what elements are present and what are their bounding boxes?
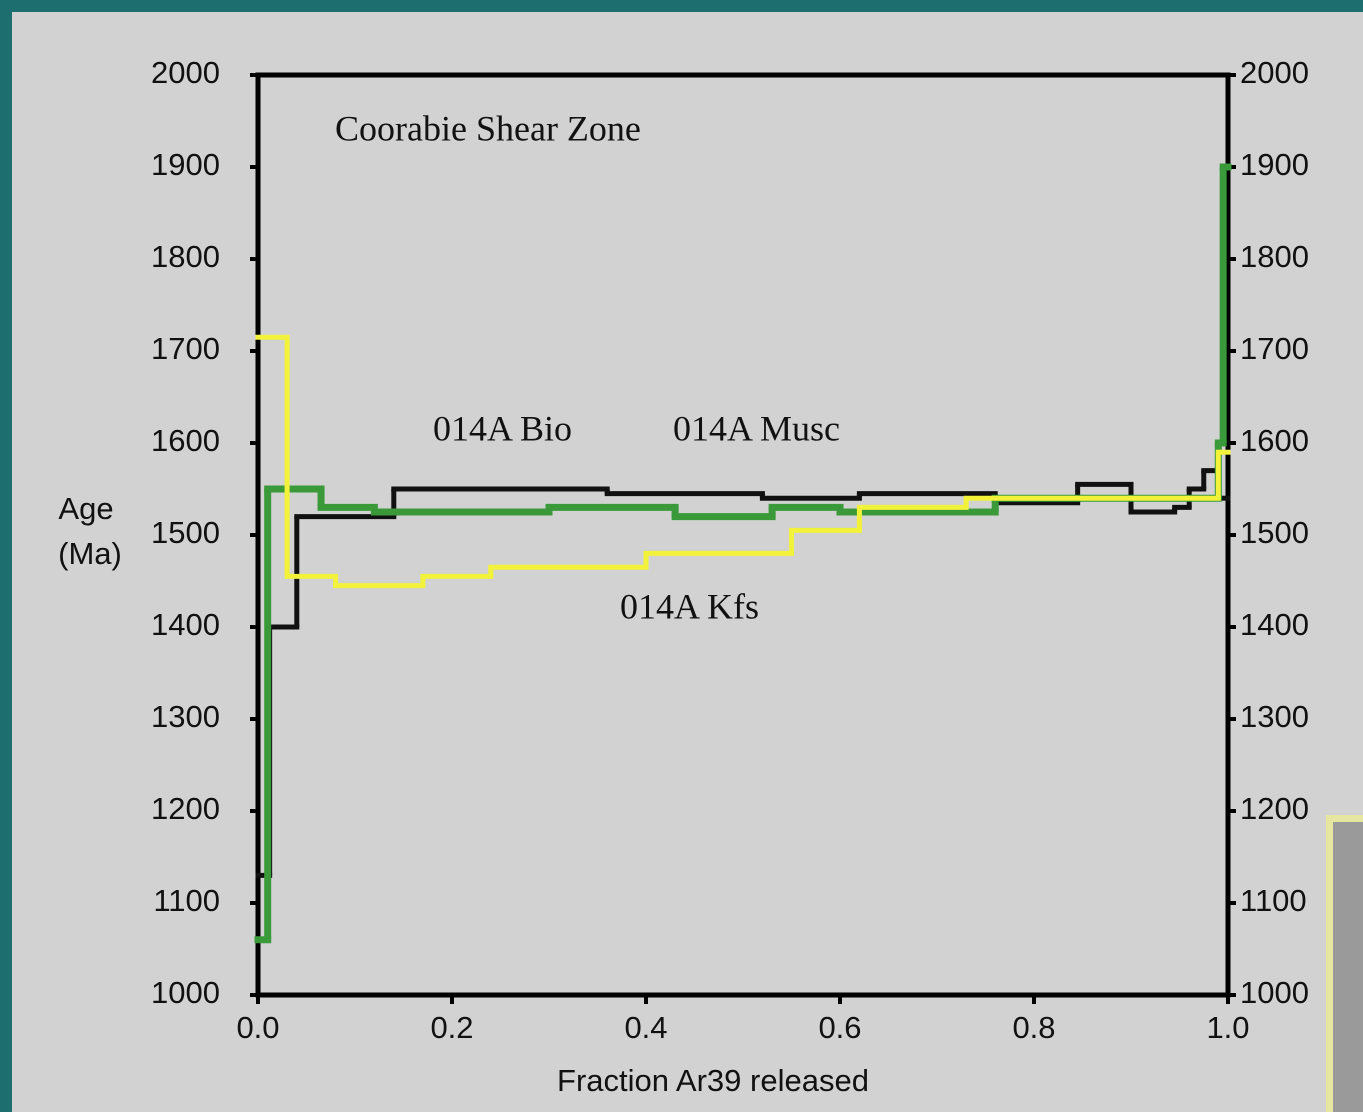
annotation: Coorabie Shear Zone [335, 108, 641, 148]
x-tick-label: 0.2 [430, 1010, 473, 1045]
x-axis-label: Fraction Ar39 released [557, 1063, 869, 1098]
y-tick-label: 1100 [153, 883, 220, 918]
y-tick-label: 1600 [151, 423, 220, 458]
y2-tick-label: 2000 [1240, 55, 1309, 90]
y2-tick-label: 1200 [1240, 791, 1309, 826]
y2-tick-label: 1600 [1240, 423, 1309, 458]
x-tick-label: 0.6 [818, 1010, 861, 1045]
y-axis-label: (Ma) [58, 536, 122, 571]
x-tick-label: 0.4 [624, 1010, 667, 1045]
y-axis-label: Age [58, 491, 113, 526]
y2-tick-label: 1300 [1240, 699, 1309, 734]
y-tick-label: 1200 [151, 791, 220, 826]
x-tick-label: 1.0 [1206, 1010, 1249, 1045]
x-tick-label: 0.0 [236, 1010, 279, 1045]
series-label: 014A Musc [673, 408, 840, 448]
y-tick-label: 1400 [151, 607, 220, 642]
x-tick-label: 0.8 [1012, 1010, 1055, 1045]
y2-tick-label: 1500 [1240, 515, 1309, 550]
series-label: 014A Bio [433, 408, 572, 448]
chart-background [12, 12, 1363, 1112]
thumbnail [1333, 822, 1363, 1112]
y2-tick-label: 1000 [1240, 975, 1309, 1010]
y2-tick-label: 1900 [1240, 147, 1309, 182]
y-tick-label: 2000 [151, 55, 220, 90]
y-tick-label: 1000 [151, 975, 220, 1010]
y-tick-label: 1800 [151, 239, 220, 274]
y2-tick-label: 1800 [1240, 239, 1309, 274]
y-tick-label: 1500 [151, 515, 220, 550]
y-tick-label: 1900 [151, 147, 220, 182]
series-label: 014A Kfs [620, 586, 759, 626]
y2-tick-label: 1100 [1240, 883, 1307, 918]
y-tick-label: 1300 [151, 699, 220, 734]
y-tick-label: 1700 [151, 331, 220, 366]
y2-tick-label: 1400 [1240, 607, 1309, 642]
y2-tick-label: 1700 [1240, 331, 1309, 366]
